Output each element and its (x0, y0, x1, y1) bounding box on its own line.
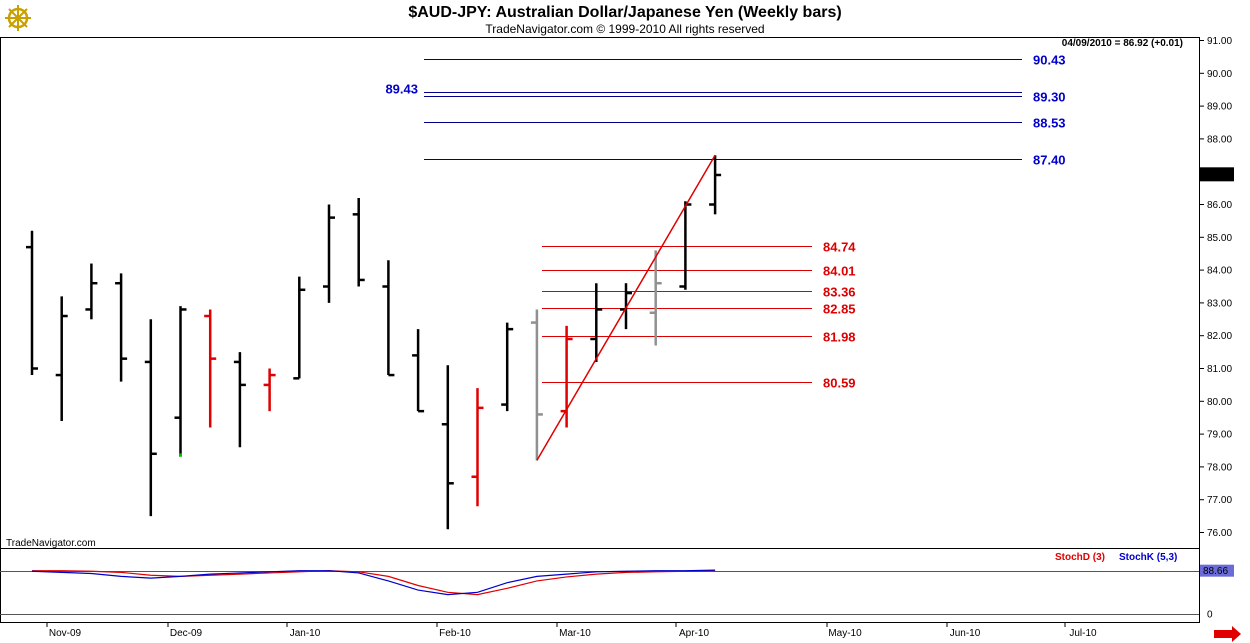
scroll-right-button[interactable] (1214, 626, 1241, 642)
fib-blue-label: 87.40 (1033, 153, 1066, 168)
stoch-series-line (32, 570, 716, 596)
ohlc-bar (233, 352, 246, 448)
ohlc-bar (530, 309, 543, 461)
ohlc-bar (382, 260, 395, 377)
last-price-marker: 86.92 (1200, 167, 1234, 182)
y-tick-label: 80.00 (1207, 397, 1232, 408)
ohlc-bar (263, 368, 276, 412)
y-tick-label: 91.00 (1207, 36, 1232, 47)
ohlc-bar (560, 325, 573, 428)
x-tick-label: Mar-10 (559, 628, 591, 639)
ohlc-bar (649, 250, 662, 346)
stoch-legend-k: StochK (5,3) (1119, 552, 1177, 563)
fib-blue-label: 88.53 (1033, 116, 1066, 131)
watermark: TradeNavigator.com (6, 538, 96, 549)
trend-line (536, 154, 716, 461)
main-plot-frame (0, 37, 1200, 549)
fib-blue-label: 90.43 (1033, 53, 1066, 68)
y-axis-main: 76.00 77.00 78.00 79.00 80.00 81.00 82.00 83.00… (1199, 36, 1232, 539)
fib-blue-levels: 90.43 89.30 88.53 87.40 89.43 (385, 53, 1065, 168)
x-tick-label: Feb-10 (439, 628, 471, 639)
stoch-plot-frame (0, 548, 1200, 623)
ohlc-bar (144, 319, 157, 517)
y-tick-label: 77.00 (1207, 495, 1232, 506)
ohlc-bar (115, 273, 128, 382)
y-tick-label: 90.00 (1207, 69, 1232, 80)
ohlc-bar (85, 263, 98, 320)
y-tick-label: 86.00 (1207, 200, 1232, 211)
ohlc-bars (26, 155, 722, 530)
x-tick-label: Jun-10 (950, 628, 981, 639)
fib-red-label: 84.74 (823, 240, 856, 255)
fib-blue-label: 89.30 (1033, 90, 1066, 105)
y-tick-label: 79.00 (1207, 430, 1232, 441)
fib-red-label: 80.59 (823, 376, 856, 391)
signal-dot (179, 453, 182, 457)
stoch-series-line (31, 569, 716, 596)
x-tick-label: Apr-10 (679, 628, 709, 639)
status-readout: 04/09/2010 = 86.92 (+0.01) (1062, 38, 1183, 49)
x-tick-label: Jan-10 (290, 628, 321, 639)
fib-red-label: 82.85 (823, 302, 856, 317)
ohlc-bar (412, 329, 425, 413)
ohlc-bar (709, 155, 722, 215)
y-tick-label: 82.00 (1207, 331, 1232, 342)
y-tick-label: 85.00 (1207, 233, 1232, 244)
fib-blue-label: 89.43 (385, 82, 418, 97)
stoch-legend-d: StochD (3) (1055, 552, 1105, 563)
fib-red-label: 84.01 (823, 264, 856, 279)
y-tick-label: 88.00 (1207, 134, 1232, 145)
last-price-box (1200, 167, 1234, 182)
fib-red-label: 81.98 (823, 330, 856, 345)
stoch-last-label: 88.66 (1203, 566, 1228, 577)
ohlc-bar (441, 365, 454, 530)
y-tick-label: 83.00 (1207, 298, 1232, 309)
ohlc-bar (620, 283, 632, 330)
x-tick-label: Nov-09 (49, 628, 82, 639)
stoch-last-box (1200, 564, 1234, 577)
fib-red-label: 83.36 (823, 285, 856, 300)
fib-red-levels: 84.74 84.01 83.36 82.85 81.98 80.59 (542, 240, 856, 391)
ohlc-bar (293, 276, 306, 380)
trendline (536, 154, 716, 461)
ohlc-bar (501, 322, 514, 412)
right-arrow-icon[interactable] (1214, 626, 1241, 642)
x-tick-label: Dec-09 (170, 628, 203, 639)
stochastic-panel: 075StochD (3)StochK (5,3)88.66 (0, 552, 1234, 621)
ohlc-bar (471, 388, 484, 507)
x-tick-label: Jul-10 (1069, 628, 1097, 639)
y-tick-label: 76.00 (1207, 528, 1232, 539)
chart-subtitle: TradeNavigator.com © 1999-2010 All right… (485, 22, 764, 36)
y-tick-label: 89.00 (1207, 102, 1232, 113)
last-price-label: 86.92 (1203, 170, 1228, 181)
ohlc-bar (323, 204, 335, 303)
y-tick-label: 84.00 (1207, 266, 1232, 277)
logo (5, 5, 31, 31)
stoch-y-tick-label: 0 (1207, 610, 1213, 621)
ohlc-bar (174, 306, 187, 454)
ohlc-bar (55, 296, 68, 421)
ohlc-bar (590, 283, 603, 362)
x-axis: Nov-09 Dec-09 Jan-10 Feb-10 Mar-10 Apr-10 May-… (46, 622, 1097, 639)
ship-wheel-icon (5, 5, 31, 31)
ohlc-bar (352, 197, 365, 287)
ohlc-bar (26, 230, 38, 376)
x-tick-label: May-10 (828, 628, 862, 639)
y-tick-label: 81.00 (1207, 364, 1232, 375)
chart-title: $AUD-JPY: Australian Dollar/Japanese Yen… (408, 4, 841, 21)
y-tick-label: 78.00 (1207, 462, 1232, 473)
ohlc-bar (204, 309, 217, 428)
